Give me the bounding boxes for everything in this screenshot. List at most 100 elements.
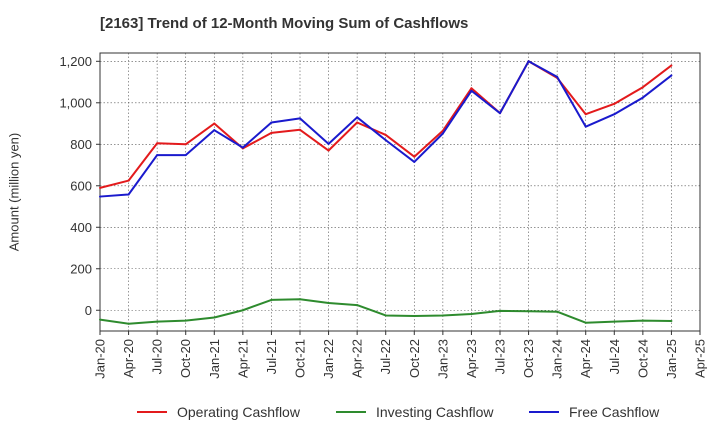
data-point xyxy=(327,301,330,304)
data-point xyxy=(156,142,159,145)
data-point xyxy=(99,195,101,198)
x-tick-label: Oct-24 xyxy=(635,339,650,378)
data-point xyxy=(384,314,387,317)
data-point xyxy=(184,143,187,146)
x-tick-label: Oct-20 xyxy=(178,339,193,378)
data-point xyxy=(413,315,416,318)
x-tick-label: Apr-25 xyxy=(693,339,708,378)
data-point xyxy=(413,155,416,158)
legend-item-operating: Operating Cashflow xyxy=(137,404,300,420)
data-point xyxy=(413,160,416,163)
data-point xyxy=(641,319,644,322)
y-tick-label: 0 xyxy=(85,303,92,318)
y-tick-label: 400 xyxy=(70,220,92,235)
data-point xyxy=(527,60,530,63)
x-tick-label: Apr-21 xyxy=(235,339,250,378)
y-tick-label: 1,200 xyxy=(59,54,92,69)
data-point xyxy=(127,179,130,182)
data-point xyxy=(670,74,673,77)
data-point xyxy=(384,139,387,142)
data-point xyxy=(613,113,616,116)
x-tick-label: Jan-22 xyxy=(321,339,336,379)
x-tick-label: Jul-23 xyxy=(493,339,508,374)
data-point xyxy=(184,154,187,157)
data-point xyxy=(270,121,273,124)
x-tick-label: Apr-24 xyxy=(578,339,593,378)
data-point xyxy=(184,319,187,322)
y-tick-label: 800 xyxy=(70,137,92,152)
x-tick-label: Apr-23 xyxy=(464,339,479,378)
chart-title: [2163] Trend of 12-Month Moving Sum of C… xyxy=(100,15,469,32)
data-point xyxy=(213,316,216,319)
data-point xyxy=(156,154,159,157)
data-point xyxy=(584,321,587,324)
data-point xyxy=(499,112,501,115)
x-tick-label: Jan-23 xyxy=(435,339,450,379)
data-point xyxy=(99,318,101,321)
plot-frame xyxy=(99,52,701,332)
legend-swatch-operating xyxy=(137,411,167,413)
data-point xyxy=(670,320,673,323)
data-point xyxy=(356,116,359,119)
data-point xyxy=(241,309,244,312)
data-point xyxy=(213,129,216,132)
legend-label-investing: Investing Cashflow xyxy=(376,404,494,420)
data-point xyxy=(384,133,387,136)
y-tick-label: 200 xyxy=(70,261,92,276)
data-point xyxy=(470,312,473,315)
legend-item-free: Free Cashflow xyxy=(529,404,659,420)
data-point xyxy=(470,89,473,92)
chart-legend: Operating Cashflow Investing Cashflow Fr… xyxy=(0,404,720,426)
y-tick-label: 1,000 xyxy=(59,95,92,110)
data-point xyxy=(213,122,216,125)
data-point xyxy=(270,131,273,134)
data-point xyxy=(470,87,473,90)
data-point xyxy=(299,117,301,120)
data-point xyxy=(613,320,616,323)
x-tick-label: Apr-20 xyxy=(121,339,136,378)
legend-label-free: Free Cashflow xyxy=(569,404,660,420)
x-tick-label: Jul-20 xyxy=(150,339,165,374)
data-point xyxy=(584,125,587,128)
data-point xyxy=(527,310,530,313)
data-point xyxy=(127,322,130,325)
data-point xyxy=(556,75,559,78)
data-point xyxy=(356,304,359,307)
x-tick-label: Jan-20 xyxy=(93,339,108,379)
x-tick-label: Jan-24 xyxy=(550,339,565,379)
legend-swatch-investing xyxy=(336,411,366,413)
x-tick-label: Jan-21 xyxy=(207,339,222,379)
data-point xyxy=(327,149,330,152)
data-point xyxy=(327,142,330,145)
data-point xyxy=(299,128,301,131)
legend-swatch-free xyxy=(529,411,559,413)
data-point xyxy=(556,310,559,313)
data-point xyxy=(356,121,359,124)
data-point xyxy=(441,314,444,317)
data-point xyxy=(156,320,159,323)
x-tick-label: Jan-25 xyxy=(664,339,679,379)
y-tick-label: 600 xyxy=(70,178,92,193)
legend-label-operating: Operating Cashflow xyxy=(177,404,300,420)
data-point xyxy=(241,146,244,149)
x-tick-label: Jul-21 xyxy=(264,339,279,374)
x-tick-label: Oct-22 xyxy=(407,339,422,378)
data-point xyxy=(584,113,587,116)
x-tick-label: Apr-22 xyxy=(350,339,365,378)
x-tick-label: Jul-24 xyxy=(607,339,622,374)
data-point xyxy=(499,309,501,312)
data-point xyxy=(270,298,273,301)
data-point xyxy=(670,64,673,67)
data-point xyxy=(127,193,130,196)
x-tick-label: Oct-21 xyxy=(293,339,308,378)
data-point xyxy=(641,96,644,99)
x-tick-label: Oct-23 xyxy=(521,339,536,378)
data-point xyxy=(641,86,644,89)
x-tick-label: Jul-22 xyxy=(378,339,393,374)
data-point xyxy=(613,102,616,105)
data-point xyxy=(99,186,101,189)
data-point xyxy=(299,298,301,301)
legend-item-investing: Investing Cashflow xyxy=(336,404,494,420)
data-point xyxy=(441,132,444,135)
